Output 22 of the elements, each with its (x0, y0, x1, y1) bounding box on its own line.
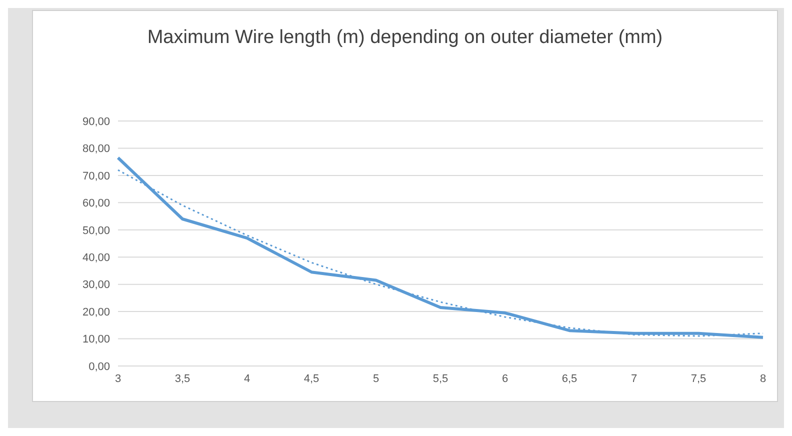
x-tick-label: 6 (502, 372, 508, 385)
x-tick-label: 5,5 (432, 372, 448, 385)
y-tick-label: 10,00 (82, 334, 110, 346)
y-tick-label: 50,00 (82, 224, 110, 237)
chart-title: Maximum Wire length (m) depending on outer diameter (mm) (146, 26, 664, 50)
x-tick-label: 4,5 (304, 372, 320, 385)
y-tick-label: 40,00 (82, 252, 110, 264)
y-tick-label: 30,00 (82, 279, 110, 292)
x-tick-label: 3,5 (174, 372, 190, 385)
x-tick-label: 6,5 (562, 372, 578, 385)
y-tick-label: 80,00 (82, 143, 110, 156)
y-tick-label: 20,00 (82, 306, 110, 318)
x-tick-label: 4 (244, 372, 250, 385)
y-tick-label: 0,00 (88, 360, 110, 373)
x-tick-label: 7 (630, 372, 638, 385)
x-tick-label: 7,5 (690, 372, 706, 385)
x-tick-label: 3 (114, 372, 122, 385)
y-tick-label: 70,00 (82, 170, 110, 182)
x-tick-label: 5 (372, 372, 380, 385)
y-tick-label: 60,00 (82, 198, 110, 210)
x-tick-label: 8 (760, 372, 766, 385)
y-tick-label: 90,00 (82, 116, 110, 128)
